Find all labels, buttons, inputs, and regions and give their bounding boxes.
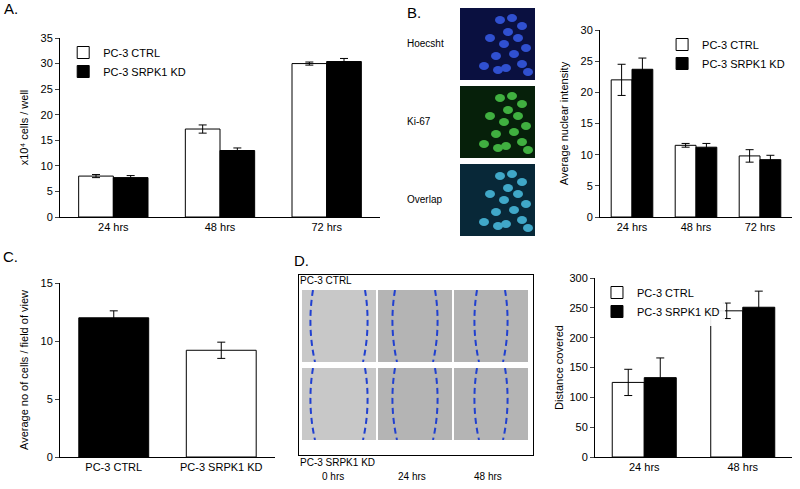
svg-text:Distance covered: Distance covered [553, 325, 565, 410]
svg-text:PC-3 CTRL: PC-3 CTRL [85, 461, 142, 473]
html-text:D.: D. [294, 252, 309, 269]
svg-text:C.: C. [3, 248, 18, 265]
svg-text:A.: A. [4, 0, 18, 17]
svg-text:48 hrs: 48 hrs [727, 461, 758, 473]
svg-text:24 hrs: 24 hrs [617, 221, 648, 233]
html-text:0 hrs: 0 hrs [322, 471, 345, 482]
svg-text:0: 0 [47, 451, 53, 463]
svg-text:150: 150 [569, 361, 587, 373]
svg-text:25: 25 [41, 83, 53, 95]
html-text:48 hrs: 48 hrs [474, 471, 502, 482]
html-text:Overlap: Overlap [407, 194, 442, 205]
svg-text:15: 15 [41, 277, 53, 289]
svg-text:30: 30 [41, 57, 53, 69]
svg-text:20: 20 [41, 109, 53, 121]
svg-text:50: 50 [576, 421, 588, 433]
svg-text:72 hrs: 72 hrs [311, 221, 342, 233]
html-text:PC-3 SRPK1 KD: PC-3 SRPK1 KD [300, 457, 375, 468]
svg-text:24 hrs: 24 hrs [629, 461, 660, 473]
svg-text:PC-3 CTRL: PC-3 CTRL [103, 47, 160, 59]
svg-text:5: 5 [587, 180, 593, 192]
svg-text:0: 0 [47, 211, 53, 223]
svg-text:300: 300 [569, 272, 587, 284]
svg-text:PC-3 SRPK1 KD: PC-3 SRPK1 KD [637, 306, 720, 318]
svg-text:20: 20 [581, 86, 593, 98]
svg-text:PC-3 CTRL: PC-3 CTRL [637, 287, 694, 299]
svg-text:PC-3 CTRL: PC-3 CTRL [702, 39, 759, 51]
svg-text:250: 250 [569, 302, 587, 314]
svg-text:30: 30 [581, 24, 593, 36]
html-text:PC-3 CTRL: PC-3 CTRL [300, 275, 352, 286]
svg-text:25: 25 [581, 55, 593, 67]
svg-text:0: 0 [587, 211, 593, 223]
svg-text:5: 5 [47, 393, 53, 405]
svg-text:35: 35 [41, 32, 53, 44]
svg-text:10: 10 [41, 335, 53, 347]
svg-text:15: 15 [41, 134, 53, 146]
svg-text:PC-3 SRPK1 KD: PC-3 SRPK1 KD [103, 66, 186, 78]
svg-text:PC-3 SRPK1 KD: PC-3 SRPK1 KD [180, 461, 263, 473]
svg-text:Average nuclear intensity: Average nuclear intensity [558, 61, 570, 185]
svg-text:72 hrs: 72 hrs [745, 221, 776, 233]
svg-text:5: 5 [47, 185, 53, 197]
svg-text:48 hrs: 48 hrs [205, 221, 236, 233]
svg-text:200: 200 [569, 332, 587, 344]
svg-text:24 hrs: 24 hrs [98, 221, 129, 233]
svg-text:x10⁴ cells / well: x10⁴ cells / well [18, 90, 30, 166]
svg-text:10: 10 [41, 160, 53, 172]
svg-text:48 hrs: 48 hrs [681, 221, 712, 233]
html-text:24 hrs: 24 hrs [398, 471, 426, 482]
svg-text:Average no of cells / field of: Average no of cells / field of view [18, 290, 30, 450]
svg-text:PC-3 SRPK1 KD: PC-3 SRPK1 KD [702, 58, 785, 70]
html-text:Ki-67: Ki-67 [407, 116, 431, 127]
svg-text:100: 100 [569, 391, 587, 403]
svg-text:10: 10 [581, 149, 593, 161]
svg-text:15: 15 [581, 117, 593, 129]
html-text:Hoecsht: Hoecsht [407, 38, 444, 49]
html-text:B.: B. [407, 4, 422, 21]
svg-text:0: 0 [582, 451, 588, 463]
